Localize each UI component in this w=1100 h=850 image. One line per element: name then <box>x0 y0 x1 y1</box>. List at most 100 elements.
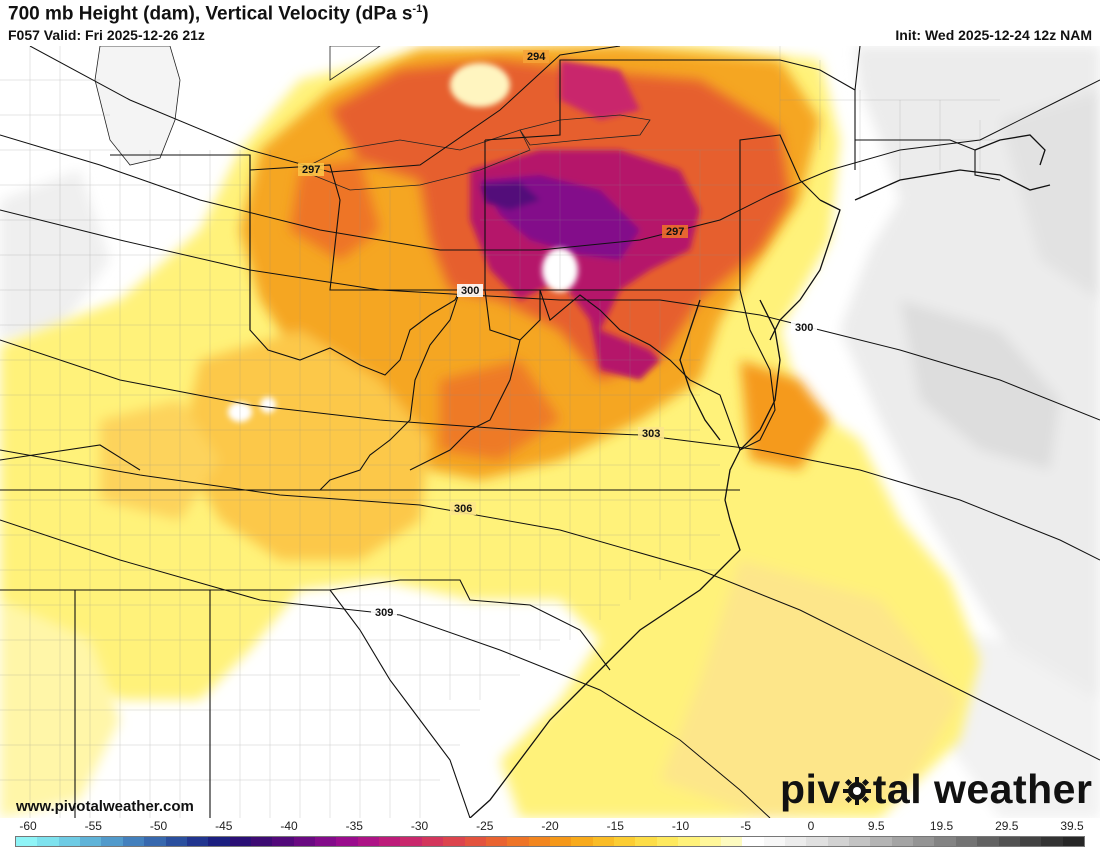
lake-erie <box>299 129 531 191</box>
colorbar-swatch <box>891 837 914 846</box>
website-url[interactable]: www.pivotalweather.com <box>16 798 194 815</box>
contour-306 <box>0 449 1100 761</box>
colorbar-swatch <box>507 837 529 846</box>
colorbar-swatch <box>1062 837 1084 846</box>
colorbar-swatch <box>549 837 572 846</box>
colorbar-swatch <box>186 837 209 846</box>
colorbar-swatch <box>592 837 615 846</box>
colorbar-swatch <box>934 837 956 846</box>
colorbar-swatch <box>37 837 59 846</box>
contour-label-294: 294 <box>527 51 546 63</box>
colorbar-swatch <box>421 837 444 846</box>
contour-label-297-west: 297 <box>302 164 320 176</box>
colorbar-swatch <box>485 837 508 846</box>
border-in-oh-ky <box>249 155 461 376</box>
border-md-va <box>539 289 741 451</box>
init-time: Init: Wed 2025-12-24 12z NAM <box>895 27 1092 43</box>
colorbar-swatch <box>229 837 251 846</box>
contour-label-300-east: 300 <box>795 322 813 334</box>
colorbar-tick-label: -40 <box>280 819 298 833</box>
colorbar-swatch <box>336 837 358 846</box>
lake-michigan <box>94 46 181 166</box>
colorbar-swatch <box>250 837 273 846</box>
colorbar-tick-label: -5 <box>740 819 752 833</box>
colorbar-swatch <box>315 837 337 846</box>
colorbar-swatch <box>165 837 187 846</box>
state-borders <box>0 46 1001 818</box>
colorbar-tick-label: 9.5 <box>867 819 885 833</box>
colorbar-swatch <box>870 837 892 846</box>
colorbar-swatch <box>400 837 422 846</box>
colorbar-tick-label: -30 <box>410 819 429 833</box>
contour-label-303: 303 <box>642 428 660 440</box>
border-al-ms <box>74 590 211 818</box>
border-ky-tn-west <box>0 444 141 471</box>
colorbar-swatch <box>16 837 38 846</box>
contour-300 <box>0 209 1100 421</box>
valid-time: F057 Valid: Fri 2025-12-26 21z <box>8 27 205 43</box>
colorbar-swatch <box>720 837 743 846</box>
colorbar-swatch <box>977 837 999 846</box>
colorbar-swatch <box>849 837 871 846</box>
border-wv-va <box>409 289 541 471</box>
colorbar-swatches <box>15 836 1085 847</box>
county-lines <box>0 46 1000 818</box>
colorbar-swatch <box>742 837 764 846</box>
colorbar-tick-label: -45 <box>215 819 233 833</box>
colorbar-swatch <box>955 837 978 846</box>
colorbar-swatch <box>827 837 850 846</box>
colorbar-swatch <box>58 837 81 846</box>
colorbar-tick-label: -15 <box>606 819 624 833</box>
coast-atlantic <box>469 299 781 818</box>
colorbar-swatch <box>699 837 721 846</box>
colorbar-swatch <box>272 837 294 846</box>
colorbar-tick-label: -60 <box>19 819 37 833</box>
colorbar-swatch <box>656 837 679 846</box>
colorbar-tick-label: -55 <box>84 819 102 833</box>
colorbar-swatch <box>1041 837 1063 846</box>
gear-icon <box>842 769 872 805</box>
lake-ontario <box>519 114 651 146</box>
colorbar-swatch <box>464 837 486 846</box>
border-wv-ky <box>319 289 461 491</box>
colorbar-swatch <box>614 837 636 846</box>
colorbar-swatch <box>357 837 380 846</box>
contour-label-309: 309 <box>375 607 393 619</box>
colorbar-swatch <box>913 837 935 846</box>
colorbar-swatch <box>678 837 700 846</box>
colorbar-swatch <box>528 837 550 846</box>
map-panel: 294 297 297 300 300 303 306 309 <box>0 46 1100 818</box>
colorbar-tick-label: 29.5 <box>995 819 1019 833</box>
colorbar-labels: -60 -55 -50 -45 -40 -35 -30 -25 -20 -15 -10 -5 0 9.5 1… <box>0 819 1100 835</box>
lake-huron <box>329 46 381 81</box>
coast-long-island <box>854 169 1051 201</box>
contour-label-300-west: 300 <box>461 285 479 297</box>
colorbar-tick-label: 39.5 <box>1060 819 1084 833</box>
contour-label-306: 306 <box>454 503 472 515</box>
height-contours <box>0 46 1100 818</box>
colorbar-swatch <box>1019 837 1042 846</box>
great-lakes <box>94 46 651 191</box>
header: 700 mb Height (dam), Vertical Velocity (… <box>0 0 1100 46</box>
colorbar-tick-label: -10 <box>671 819 690 833</box>
brand-logo: piv tal weather <box>780 766 1093 812</box>
colorbar-swatch <box>806 837 828 846</box>
border-nc-sc-ga <box>0 579 611 671</box>
colorbar-tick-label: 0 <box>807 819 815 833</box>
colorbar-swatch <box>635 837 657 846</box>
title-superscript: -1 <box>412 3 423 15</box>
colorbar-swatch <box>379 837 401 846</box>
colorbar-swatch <box>763 837 785 846</box>
colorbar: -60 -55 -50 -45 -40 -35 -30 -25 -20 -15 -10 -5 0 9.5 1… <box>0 818 1100 850</box>
colorbar-swatch <box>571 837 593 846</box>
map-svg: 294 297 297 300 300 303 306 309 <box>0 46 1100 818</box>
colorbar-swatch <box>293 837 316 846</box>
contour-294 <box>29 46 621 173</box>
colorbar-tick-label: -25 <box>476 819 494 833</box>
colorbar-swatch <box>101 837 123 846</box>
coast-cape-cod <box>974 134 1046 166</box>
contour-label-group: 294 297 297 300 300 303 306 309 <box>298 50 817 619</box>
border-ga-sc <box>329 589 471 818</box>
border-ny <box>484 59 856 170</box>
colorbar-tick-label: -50 <box>149 819 168 833</box>
